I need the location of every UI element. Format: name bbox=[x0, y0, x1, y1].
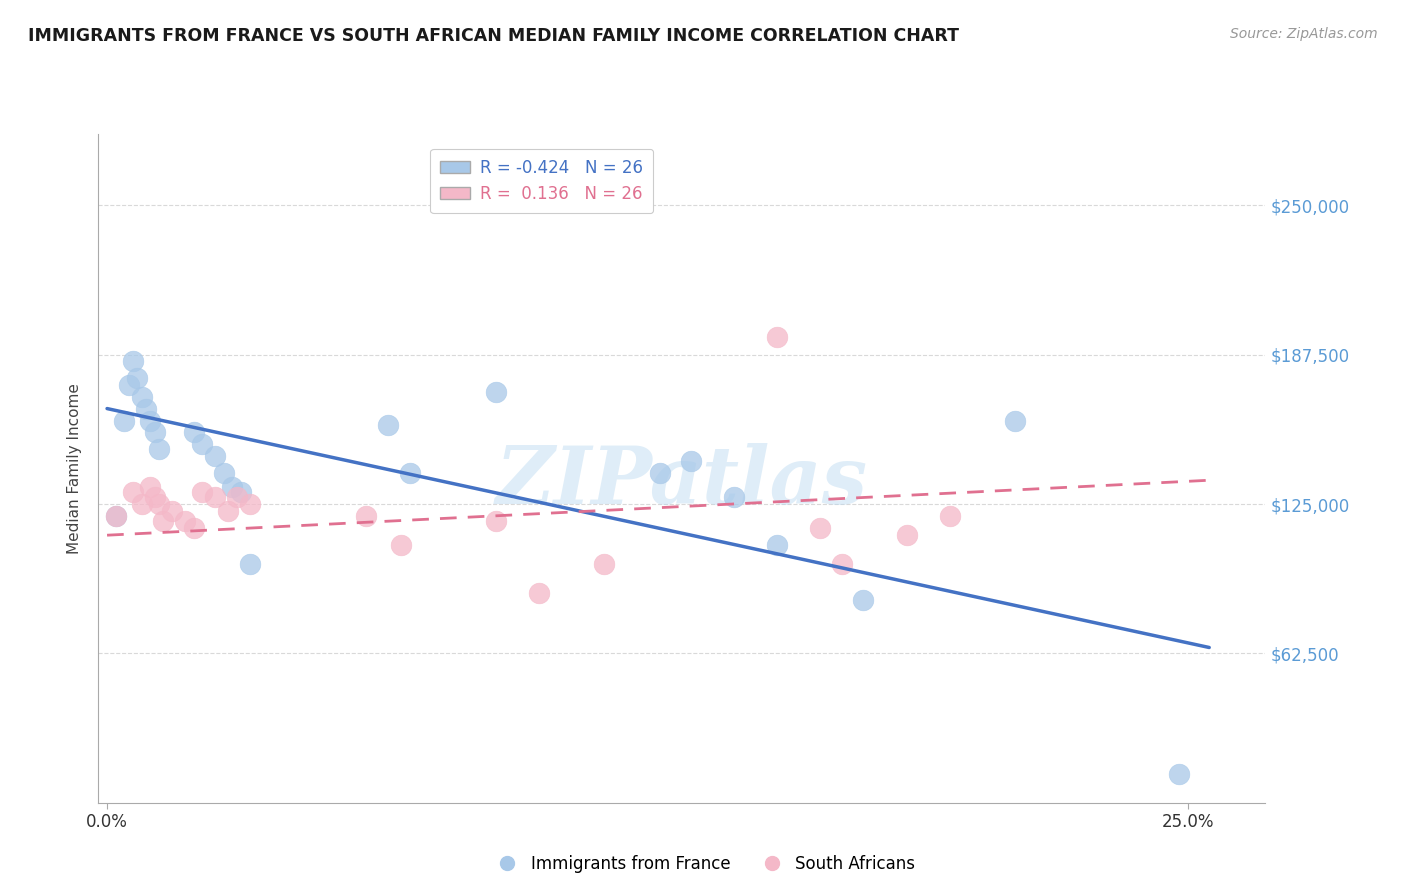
Point bbox=[122, 353, 145, 368]
Point bbox=[152, 514, 174, 528]
Text: IMMIGRANTS FROM FRANCE VS SOUTH AFRICAN MEDIAN FAMILY INCOME CORRELATION CHART: IMMIGRANTS FROM FRANCE VS SOUTH AFRICAN … bbox=[28, 27, 959, 45]
Text: Source: ZipAtlas.com: Source: ZipAtlas.com bbox=[1230, 27, 1378, 41]
Point bbox=[183, 425, 205, 440]
Point bbox=[118, 377, 141, 392]
Point bbox=[160, 504, 183, 518]
Legend: Immigrants from France, South Africans: Immigrants from France, South Africans bbox=[484, 848, 922, 880]
Point bbox=[389, 538, 412, 552]
Point bbox=[143, 425, 166, 440]
Text: ZIPatlas: ZIPatlas bbox=[496, 443, 868, 520]
Point bbox=[104, 509, 127, 524]
Point bbox=[191, 485, 214, 500]
Point bbox=[229, 485, 252, 500]
Point bbox=[112, 413, 135, 427]
Point bbox=[139, 480, 162, 494]
Point bbox=[679, 454, 702, 468]
Point bbox=[139, 413, 162, 427]
Point bbox=[204, 490, 226, 504]
Point bbox=[593, 557, 616, 571]
Point bbox=[173, 514, 195, 528]
Point bbox=[1004, 413, 1026, 427]
Point bbox=[377, 418, 399, 433]
Point bbox=[939, 509, 962, 524]
Point bbox=[204, 450, 226, 464]
Point bbox=[135, 401, 157, 416]
Point bbox=[221, 480, 243, 494]
Point bbox=[766, 538, 789, 552]
Point bbox=[183, 521, 205, 535]
Point bbox=[398, 466, 420, 480]
Point bbox=[122, 485, 145, 500]
Point bbox=[239, 557, 262, 571]
Point bbox=[217, 504, 239, 518]
Point bbox=[225, 490, 247, 504]
Point bbox=[650, 466, 672, 480]
Point bbox=[191, 437, 214, 451]
Point bbox=[131, 497, 153, 511]
Point bbox=[723, 490, 745, 504]
Point bbox=[104, 509, 127, 524]
Point bbox=[852, 592, 875, 607]
Point bbox=[148, 497, 170, 511]
Point bbox=[831, 557, 853, 571]
Y-axis label: Median Family Income: Median Family Income bbox=[67, 383, 83, 554]
Point bbox=[1168, 767, 1191, 781]
Point bbox=[239, 497, 262, 511]
Point bbox=[896, 528, 918, 542]
Point bbox=[808, 521, 831, 535]
Point bbox=[143, 490, 166, 504]
Point bbox=[148, 442, 170, 457]
Legend: R = -0.424   N = 26, R =  0.136   N = 26: R = -0.424 N = 26, R = 0.136 N = 26 bbox=[430, 149, 654, 213]
Point bbox=[485, 384, 508, 399]
Point bbox=[212, 466, 235, 480]
Point bbox=[529, 585, 551, 599]
Point bbox=[766, 330, 789, 344]
Point bbox=[131, 390, 153, 404]
Point bbox=[356, 509, 378, 524]
Point bbox=[127, 370, 149, 384]
Point bbox=[485, 514, 508, 528]
